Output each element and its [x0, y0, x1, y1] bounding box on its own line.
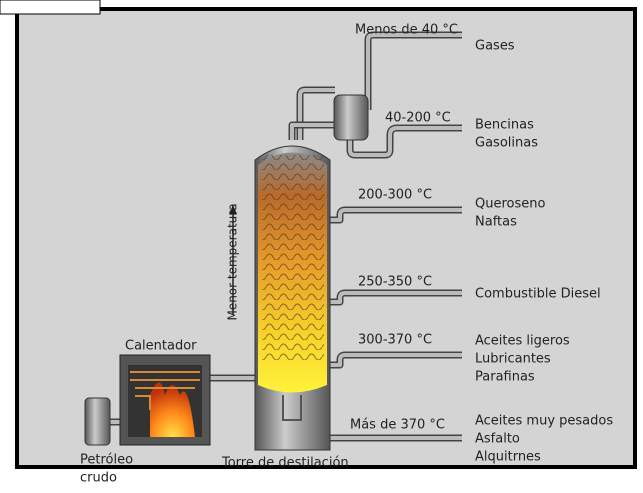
temperature-label: 40-200 °C — [385, 111, 451, 126]
crude-label: crudo — [80, 471, 117, 486]
crude-tank — [84, 397, 111, 446]
fire — [150, 382, 195, 437]
product-label: Aceites ligeros — [475, 334, 570, 349]
product-label: Aceites muy pesados — [475, 414, 613, 429]
product-label: Alquitrnes — [475, 450, 541, 465]
tab — [0, 0, 101, 15]
heater-label: Calentador — [125, 339, 197, 354]
product-label: Parafinas — [475, 370, 535, 385]
condenser — [333, 94, 369, 141]
bottom-pipe — [282, 395, 302, 421]
product-label: Queroseno — [475, 197, 545, 212]
crude-label: Petróleo — [80, 453, 133, 468]
tower-plates — [262, 155, 324, 360]
product-label: Bencinas — [475, 118, 534, 133]
fractions: Menos de 40 °C Gases 40-200 °C Bencinas Gaso… — [350, 23, 613, 465]
product-label: Gases — [475, 39, 515, 54]
temperature-label: 250-350 °C — [358, 275, 432, 290]
temperature-label: Más de 370 °C — [350, 418, 445, 433]
product-label: Lubricantes — [475, 352, 551, 367]
arrow-head — [229, 205, 237, 214]
temperature-label: 300-370 °C — [358, 333, 432, 348]
product-label: Naftas — [475, 215, 517, 230]
tower-label: Torre de destilación — [221, 456, 349, 471]
product-label: Combustible Diesel — [475, 287, 601, 302]
coil — [130, 371, 200, 410]
product-label: Asfalto — [475, 432, 520, 447]
temperature-label: Menos de 40 °C — [355, 23, 458, 38]
arrow-label: Menor temperatura — [226, 203, 240, 320]
temperature-label: 200-300 °C — [358, 188, 432, 203]
product-label: Gasolinas — [475, 136, 538, 151]
